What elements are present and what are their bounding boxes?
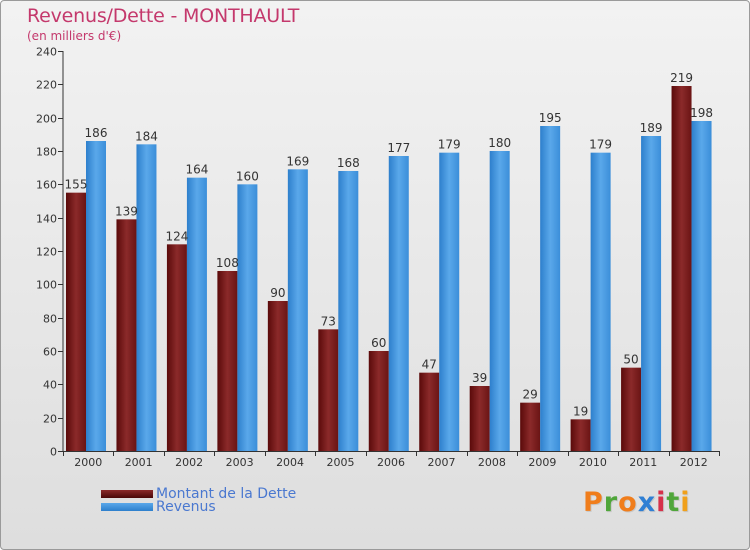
data-label-debt: 90	[270, 286, 285, 300]
y-tick-label: 160	[36, 179, 57, 192]
logo-letter: x	[637, 487, 657, 518]
y-tick-label: 100	[36, 279, 57, 292]
legend-label-debt: Montant de la Dette	[156, 486, 297, 502]
bar-debt	[469, 386, 490, 451]
bar-revenus	[641, 136, 662, 451]
data-label-revenus: 184	[135, 129, 158, 143]
logo-letter: i	[656, 487, 667, 518]
data-label-debt: 47	[422, 358, 437, 372]
bar-revenus	[338, 171, 359, 451]
bar-revenus	[489, 151, 510, 451]
x-tick-label: 2002	[175, 456, 203, 469]
logo-letter: i	[680, 487, 691, 518]
y-tick-label: 220	[36, 79, 57, 92]
x-tick-label: 2005	[327, 456, 355, 469]
logo-letter: P	[583, 487, 604, 518]
x-tick-label: 2001	[125, 456, 153, 469]
bar-debt	[671, 86, 692, 451]
bar-debt	[621, 367, 642, 451]
data-label-revenus: 177	[387, 141, 410, 155]
x-tick-label: 2011	[629, 456, 657, 469]
bar-revenus	[590, 152, 611, 451]
x-tick-label: 2010	[579, 456, 607, 469]
data-label-revenus: 160	[236, 169, 259, 183]
bar-debt	[318, 329, 339, 451]
data-label-debt: 108	[216, 256, 239, 270]
bar-revenus	[691, 121, 712, 451]
data-label-revenus: 168	[337, 156, 360, 170]
bar-debt	[368, 351, 389, 451]
data-label-debt: 139	[115, 204, 138, 218]
data-label-debt: 29	[523, 388, 538, 402]
x-tick-label: 2006	[377, 456, 405, 469]
y-tick-label: 200	[36, 113, 57, 126]
x-tick-label: 2009	[528, 456, 556, 469]
y-tick-label: 240	[36, 46, 57, 59]
data-label-revenus: 180	[488, 136, 511, 150]
x-tick-label: 2004	[276, 456, 304, 469]
y-tick-label: 60	[43, 346, 57, 359]
y-tick-label: 80	[43, 313, 57, 326]
x-tick-label: 2012	[680, 456, 708, 469]
logo-letter: t	[666, 487, 681, 518]
data-label-revenus: 189	[640, 121, 663, 135]
bar-revenus	[136, 144, 157, 452]
legend-swatch-revenus	[101, 503, 153, 511]
y-tick-label: 0	[50, 446, 57, 459]
proxiti-logo: Proxiti	[583, 487, 691, 518]
bar-revenus	[388, 156, 409, 451]
bar-debt	[66, 192, 86, 451]
data-label-debt: 60	[371, 336, 386, 350]
bar-revenus	[540, 126, 561, 451]
data-label-revenus: 179	[438, 138, 461, 152]
bar-debt	[520, 402, 541, 451]
data-label-debt: 219	[670, 71, 693, 85]
data-label-revenus: 179	[589, 138, 612, 152]
data-label-revenus: 164	[185, 163, 208, 177]
data-label-revenus: 198	[690, 106, 713, 120]
bar-revenus	[186, 177, 207, 451]
x-tick-label: 2003	[226, 456, 254, 469]
chart-subtitle: (en milliers d'€)	[27, 29, 122, 43]
legend-label-revenus: Revenus	[156, 499, 216, 515]
y-tick-label: 180	[36, 146, 57, 159]
data-label-revenus: 186	[85, 126, 108, 140]
bar-revenus	[86, 141, 106, 451]
bar-debt	[166, 244, 187, 451]
data-label-debt: 155	[65, 178, 88, 192]
y-tick-label: 20	[43, 413, 57, 426]
y-tick-label: 120	[36, 246, 57, 259]
data-label-debt: 50	[623, 353, 638, 367]
data-label-debt: 73	[321, 314, 336, 328]
y-tick-label: 140	[36, 213, 57, 226]
y-tick-label: 40	[43, 379, 57, 392]
data-label-revenus: 195	[539, 111, 562, 125]
bar-revenus	[439, 152, 460, 451]
bar-debt	[570, 419, 591, 451]
logo-letter: r	[603, 487, 619, 518]
chart-title: Revenus/Dette - MONTHAULT	[27, 5, 300, 27]
bar-debt	[116, 219, 137, 451]
bar-debt	[267, 301, 288, 451]
bar-debt	[217, 271, 238, 451]
x-tick-label: 2008	[478, 456, 506, 469]
legend-swatch-debt	[101, 490, 153, 498]
x-tick-label: 2000	[74, 456, 102, 469]
data-label-debt: 39	[472, 371, 487, 385]
bar-debt	[419, 372, 440, 451]
x-tick-label: 2007	[427, 456, 455, 469]
data-label-revenus: 169	[286, 154, 309, 168]
logo-letter: o	[618, 487, 638, 518]
bar-revenus	[287, 169, 308, 452]
bar-revenus	[237, 184, 258, 452]
data-label-debt: 124	[165, 229, 188, 243]
data-label-debt: 19	[573, 404, 588, 418]
